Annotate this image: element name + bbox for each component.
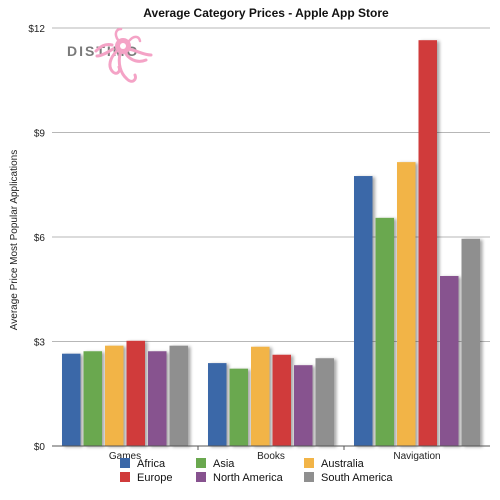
bar-europe-navigation [418, 40, 437, 446]
legend-label: Africa [137, 458, 166, 470]
bar-europe-games [126, 340, 145, 446]
bar-africa-navigation [354, 176, 373, 447]
bar-asia-navigation [375, 217, 394, 446]
y-tick-label: $12 [28, 24, 45, 35]
bar-africa-books [208, 363, 227, 446]
bar-south-america-navigation [461, 238, 480, 446]
bar-australia-navigation [397, 162, 416, 447]
y-tick-label: $9 [34, 129, 46, 140]
legend-swatch [196, 472, 206, 482]
distimo-logo: DISTIMO [67, 27, 153, 83]
y-tick-label: $0 [34, 442, 46, 453]
x-tick-label: Games [109, 451, 141, 462]
x-tick-label: Books [257, 451, 285, 462]
legend-swatch [196, 458, 206, 468]
legend: Africa Asia Australia Europe North America So… [120, 458, 393, 484]
bar-asia-games [83, 351, 102, 446]
bar-north-america-books [294, 365, 313, 446]
bar-australia-books [251, 346, 270, 446]
x-tick-label: Navigation [393, 451, 440, 462]
bar-south-america-books [315, 358, 334, 446]
legend-label: Australia [321, 458, 365, 470]
bar-north-america-navigation [440, 276, 459, 446]
bar-layer [62, 40, 480, 447]
legend-label: Asia [213, 458, 235, 470]
y-tick-label: $3 [34, 338, 46, 349]
legend-swatch [120, 458, 130, 468]
bar-australia-games [105, 345, 124, 446]
bar-europe-books [272, 354, 291, 446]
bar-south-america-games [169, 345, 188, 446]
y-axis-title: Average Price Most Popular Applications [9, 150, 20, 330]
legend-swatch [120, 472, 130, 482]
chart-title: Average Category Prices - Apple App Stor… [143, 6, 389, 20]
grid-layer [52, 27, 490, 342]
axis-layer: $0 $3 $6 $9 $12 Games Books Navigation [28, 24, 490, 462]
legend-label: South America [321, 472, 393, 484]
legend-label: Europe [137, 472, 172, 484]
y-tick-label: $6 [34, 233, 46, 244]
octopus-mascot-icon [94, 27, 153, 83]
legend-swatch [304, 458, 314, 468]
legend-swatch [304, 472, 314, 482]
bar-north-america-games [148, 351, 167, 446]
bar-africa-games [62, 353, 81, 446]
bar-asia-books [229, 368, 248, 446]
legend-label: North America [213, 472, 284, 484]
